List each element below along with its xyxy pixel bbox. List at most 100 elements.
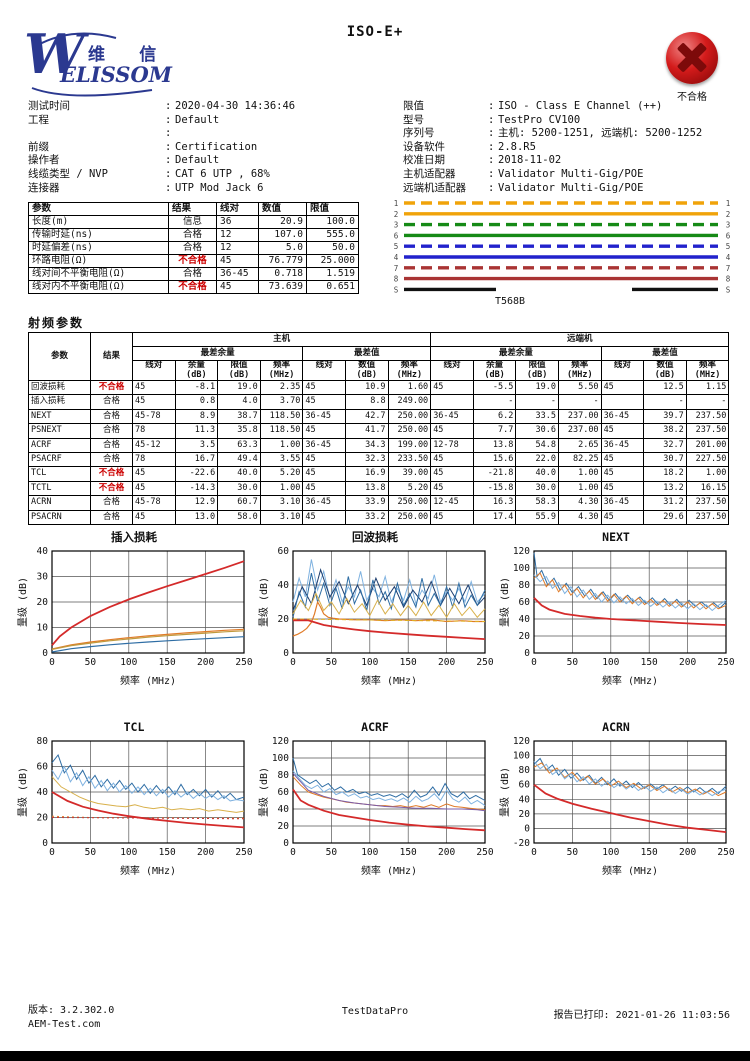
x-axis-label: 频率 (MHz) (602, 864, 658, 877)
test-info-block: 测试时间:2020-04-30 14:36:46 工程: Default: 前缀: Ce… (28, 100, 295, 195)
rf-data-cell: 58.0 (217, 509, 261, 526)
rf-data-cell: 19.0 (217, 379, 261, 396)
y-axis-label: 量级 (dB) (258, 767, 270, 817)
svg-text:200: 200 (197, 657, 214, 668)
meta-label (28, 127, 165, 141)
chart-plot: 0 20 40 60 80 0 50 100 150 200 250 量级 (dB) 频率 (MHz) (17, 736, 253, 877)
result-cell: 不合格 (168, 280, 217, 294)
meta-colon: : (165, 167, 172, 180)
svg-text:20: 20 (278, 821, 290, 832)
meta-colon: : (488, 127, 495, 140)
y-axis-label: 量级 (dB) (17, 767, 29, 817)
rf-data-cell: 18.2 (643, 466, 687, 482)
meta-colon: : (165, 181, 172, 194)
svg-text:80: 80 (37, 737, 49, 747)
rf-table-row: NEXT 合格 45-78 8.9 38.7 118.50 36-45 42.7 250.00 3… (28, 408, 730, 425)
rf-data-cell: 5.20 (387, 480, 432, 497)
rf-param-cell: TCL (28, 466, 91, 482)
chart-title: ACRN (602, 720, 630, 734)
rf-data-cell: 15.6 (472, 452, 517, 468)
result-cell: 合格 (168, 267, 217, 281)
rf-data-cell: 8.9 (174, 408, 219, 425)
series-limit (51, 560, 245, 646)
rf-data-cell: 13.0 (174, 509, 219, 526)
rf-data-cell: 39.00 (387, 466, 432, 482)
wiremap-pin-right: S (726, 285, 731, 294)
rf-data-cell: 233.50 (387, 452, 432, 468)
meta-row: 连接器: UTP Mod Jack 6 (28, 182, 295, 196)
meta-row: : (28, 127, 295, 141)
rf-result-cell: 不合格 (90, 379, 133, 396)
meta-colon: : (488, 154, 495, 167)
table-row: 线对间不平衡电阻(Ω) 合格 36-45 0.718 1.519 (28, 267, 359, 281)
meta-row: 线缆类型 / NVP: CAT 6 UTP , 68% (28, 168, 295, 182)
rf-data-cell: - (515, 394, 559, 410)
chart-插入损耗: 插入损耗 0 10 20 30 40 0 50 100 150 200 250 量级 (dB) 频率 (M… (16, 530, 253, 691)
value-cell: 76.779 (258, 254, 307, 268)
svg-text:20: 20 (37, 597, 49, 608)
rf-sub-value: 最差值 (302, 346, 432, 361)
svg-text:40: 40 (519, 614, 531, 625)
rf-data-cell: 1.60 (387, 379, 432, 396)
rf-data-cell: 34.3 (344, 437, 389, 454)
rf-data-cell: - (557, 394, 602, 410)
svg-text:150: 150 (400, 657, 417, 668)
rf-data-cell: 3.55 (259, 452, 304, 468)
rf-param-cell: NEXT (28, 408, 91, 425)
wiremap-pin-right: 1 (726, 199, 731, 208)
value-cell: 20.9 (258, 215, 307, 229)
svg-text:120: 120 (513, 547, 530, 557)
series-trace-purple (292, 772, 486, 812)
svg-text:100: 100 (361, 847, 378, 858)
rf-data-cell: 45 (430, 423, 474, 439)
rf-data-cell: 3.70 (259, 394, 304, 410)
chart-title: 插入损耗 (111, 530, 157, 544)
rf-data-cell: 237.00 (557, 408, 602, 425)
series-trace-orange (533, 762, 727, 797)
rf-data-cell: 7.7 (472, 423, 517, 439)
wiremap-pin-left: 2 (394, 210, 399, 219)
rf-data-cell: 45 (302, 394, 346, 410)
rf-data-cell: 13.8 (344, 480, 389, 497)
rf-data-cell: 2.65 (557, 437, 602, 454)
rf-section-heading: 射频参数 (28, 316, 85, 330)
basic-results-table: 参数 结果 线对 数值 限值 长度(m) 信息 36 20.9 100.0 传输时延(ns) 合格 12… (28, 202, 359, 294)
rf-data-cell: 54.8 (515, 437, 559, 454)
series-trace-blue2 (533, 574, 727, 612)
rf-param-cell: 回波损耗 (28, 379, 91, 396)
x-axis-label: 频率 (MHz) (120, 674, 176, 687)
table-row: 时延偏差(ns) 合格 12 5.0 50.0 (28, 241, 359, 255)
rf-data-cell: 36-45 (600, 437, 645, 454)
rf-data-cell: 45 (600, 452, 645, 468)
wiremap-pin-left: 6 (394, 231, 399, 240)
meta-colon: : (488, 100, 495, 112)
rf-data-cell: 45-78 (132, 495, 176, 511)
limit-cell: 25.000 (306, 254, 359, 268)
svg-text:0: 0 (42, 648, 48, 659)
rf-data-cell: 30.0 (217, 480, 261, 497)
rf-data-cell: 250.00 (387, 408, 432, 425)
rf-data-cell: 6.2 (472, 408, 517, 425)
meta-label: 设备软件 (403, 140, 445, 153)
pair-cell: 12 (216, 228, 259, 242)
svg-text:40: 40 (37, 547, 49, 557)
wiremap-pin-right: 8 (726, 275, 731, 284)
svg-text:100: 100 (272, 753, 289, 764)
meta-row: 设备软件:2.8.R5 (403, 141, 702, 155)
wiremap-pin-left: 1 (394, 199, 399, 208)
series-trace-blue1 (292, 572, 486, 618)
series-trace-blue1 (292, 757, 486, 801)
svg-text:10: 10 (37, 623, 49, 634)
rf-param-cell: TCTL (28, 480, 91, 497)
chart-ACRN: ACRN -20 0 20 40 60 80 100 120 0 50 100 150 200 250 量级 … (498, 720, 735, 881)
rf-data-cell: 16.3 (472, 495, 517, 511)
rf-col-result: 结果 (90, 332, 133, 381)
result-cell: 合格 (168, 228, 217, 242)
y-axis-label: 量级 (dB) (258, 577, 270, 627)
svg-text:0: 0 (531, 657, 537, 668)
y-axis-label: 量级 (dB) (499, 767, 511, 817)
rf-data-cell: 1.00 (685, 466, 730, 482)
svg-text:100: 100 (120, 847, 137, 858)
svg-text:100: 100 (513, 751, 530, 762)
rf-param-cell: PSNEXT (28, 423, 91, 439)
